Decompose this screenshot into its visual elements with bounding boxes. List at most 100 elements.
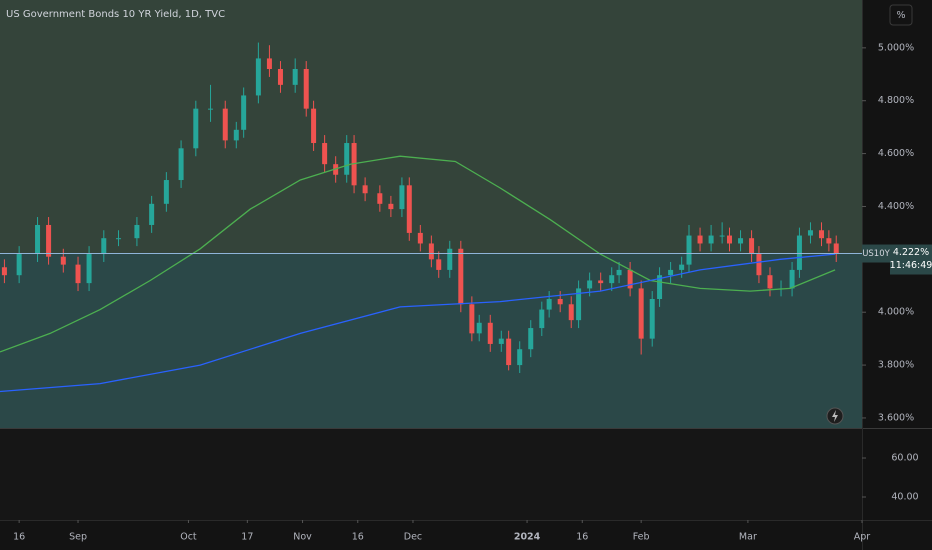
candle-body [193, 108, 199, 149]
candle-body [399, 185, 405, 210]
candle-body [819, 230, 825, 239]
candle-body [101, 238, 107, 255]
candle-body [35, 224, 41, 255]
y-tick-label: 4.000% [878, 307, 914, 318]
candle-body [598, 280, 604, 284]
x-tick-label: Nov [293, 532, 312, 543]
candle-body [75, 264, 81, 284]
candle-body [241, 95, 247, 130]
x-tick-label: Feb [633, 532, 650, 543]
price-tag-countdown: 11:46:49 [890, 260, 932, 271]
candle-body [60, 256, 66, 265]
candle-body [178, 148, 184, 181]
candle-body [1, 267, 7, 276]
y2-tick-label: 60.00 [891, 453, 918, 464]
candle-body [417, 232, 423, 244]
candle-body [487, 322, 493, 344]
candle-body [576, 288, 582, 321]
candle-body [506, 338, 512, 366]
y-tick-label: 4.400% [878, 201, 914, 212]
candle-body [277, 68, 283, 85]
y-tick-label: 4.800% [878, 95, 914, 106]
candle-body [208, 108, 214, 110]
price-tag-name-bg [862, 244, 890, 263]
candle-body [428, 243, 434, 260]
y-tick-label: 5.000% [878, 42, 914, 53]
candle-body [557, 298, 563, 305]
candle-body [638, 288, 644, 339]
candle-body [498, 338, 504, 344]
candle-body [406, 185, 412, 233]
candle-body [517, 349, 523, 366]
candle-body [546, 298, 552, 310]
candle-body [539, 309, 545, 329]
candle-body [222, 108, 228, 141]
candle-body [708, 235, 714, 244]
lower-fill [0, 253, 862, 428]
candle-body [292, 68, 298, 85]
y-tick-label: 4.600% [878, 148, 914, 159]
candle-body [149, 203, 155, 225]
candle-body [116, 238, 122, 240]
moving-average [0, 253, 836, 393]
lightning-icon [832, 410, 838, 422]
moving-average [0, 155, 836, 353]
chart-title: US Government Bonds 10 YR Yield, 1D, TVC [6, 9, 225, 20]
candle-body [719, 235, 725, 237]
candle-body [528, 328, 534, 350]
candle-body [322, 143, 328, 165]
candle-body [255, 58, 261, 96]
candle-body [826, 238, 832, 244]
candle-body [679, 264, 685, 270]
candle-body [789, 269, 795, 289]
candle-body [377, 193, 383, 204]
candle-body [807, 230, 813, 236]
candle-body [388, 203, 394, 210]
price-tag-bg [890, 244, 932, 275]
candle-body [134, 224, 140, 239]
y-tick-label: 3.600% [878, 412, 914, 423]
x-tick-label: 16 [13, 532, 25, 543]
y2-tick-label: 40.00 [891, 492, 918, 503]
candle-body [362, 185, 368, 194]
unit-label[interactable]: % [896, 10, 905, 21]
candle-body [458, 248, 464, 305]
price-tag-value: 4.222% [893, 247, 929, 258]
candle-body [668, 269, 674, 276]
candle-body [568, 304, 574, 321]
upper-fill [0, 0, 862, 254]
candle-body [344, 143, 350, 175]
x-tick-label: Oct [180, 532, 197, 543]
candle-body [163, 180, 169, 204]
candle-body [657, 275, 663, 299]
candle-body [46, 224, 52, 257]
candle-body [833, 243, 839, 255]
candle-body [627, 269, 633, 289]
candle-body [616, 269, 622, 276]
x-tick-label: Mar [739, 532, 757, 543]
x-tick-label: 16 [352, 532, 364, 543]
unit-button[interactable] [889, 4, 913, 26]
candle-body [266, 58, 272, 69]
candle-body [726, 235, 732, 244]
lower-pane [0, 429, 862, 520]
candle-body [447, 248, 453, 270]
price-tag-name: US10Y [862, 249, 890, 259]
candle-body [749, 238, 755, 255]
candle-body [796, 235, 802, 270]
candle-body [697, 235, 703, 244]
candle-body [303, 68, 309, 109]
candle-body [436, 259, 442, 270]
candle-body [86, 254, 92, 284]
x-tick-label: 17 [241, 532, 253, 543]
candle-body [476, 322, 482, 334]
x-tick-label: 16 [576, 532, 588, 543]
candle-body [16, 254, 22, 276]
y-tick-label: 3.800% [878, 360, 914, 371]
candle-body [756, 254, 762, 276]
candle-body [609, 275, 615, 284]
candle-body [767, 275, 773, 289]
candle-body [686, 235, 692, 265]
candle-body [469, 304, 475, 334]
